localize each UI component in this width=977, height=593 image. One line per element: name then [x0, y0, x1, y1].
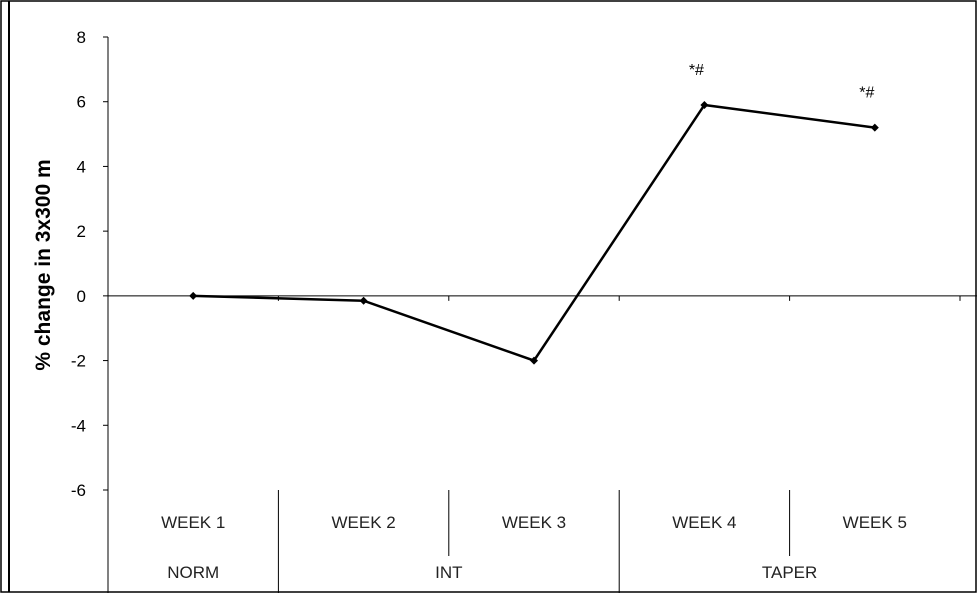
group-label: TAPER	[762, 563, 817, 582]
data-point-marker	[359, 296, 368, 305]
data-point-marker	[189, 291, 198, 300]
significance-annotation: *#	[859, 85, 874, 102]
y-tick-label: -4	[71, 416, 86, 435]
significance-annotation: *#	[689, 62, 704, 79]
annotations: *# *#	[689, 62, 875, 102]
data-series	[189, 100, 879, 365]
y-tick-label: 0	[77, 287, 86, 306]
category-axis: WEEK 1 WEEK 2 WEEK 3 WEEK 4 WEEK 5 NORM INT TAP…	[108, 295, 977, 593]
category-label: WEEK 1	[161, 513, 225, 532]
y-tick-label: -2	[71, 352, 86, 371]
y-tick-label: 8	[77, 28, 86, 47]
group-label: NORM	[167, 563, 219, 582]
y-axis: 8 6 4 2 0 -2 -4 -6	[71, 28, 109, 593]
category-label: WEEK 4	[672, 513, 736, 532]
data-point-marker	[700, 100, 709, 109]
y-tick-label: 2	[77, 222, 86, 241]
y-tick-label: -6	[71, 481, 86, 500]
category-label: WEEK 5	[843, 513, 907, 532]
y-axis-label: % change in 3x300 m	[32, 159, 55, 370]
y-tick-label: 6	[77, 93, 86, 112]
category-label: WEEK 2	[331, 513, 395, 532]
group-label: INT	[435, 563, 462, 582]
category-label: WEEK 3	[502, 513, 566, 532]
data-point-marker	[870, 123, 879, 132]
data-point-marker	[530, 356, 538, 365]
y-tick-label: 4	[77, 157, 86, 176]
